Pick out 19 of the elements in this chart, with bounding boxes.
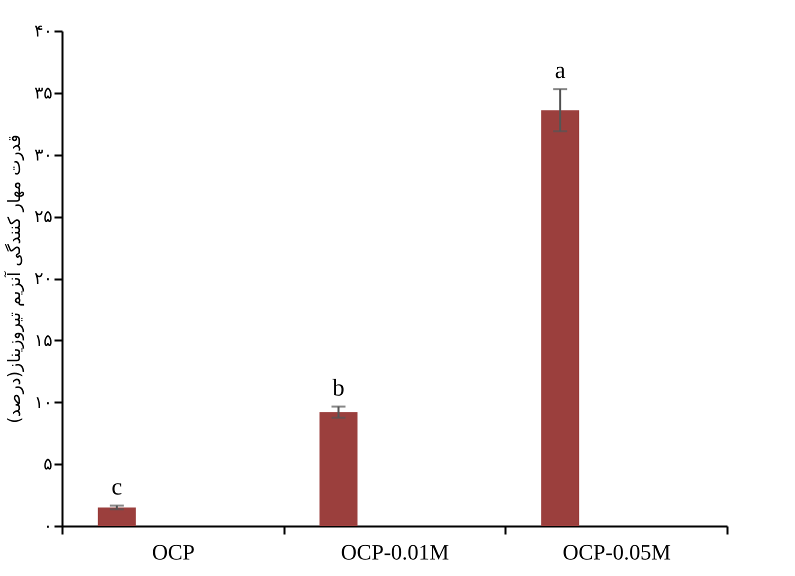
y-tick-label: ۱۵ — [34, 330, 52, 351]
y-tick-label: ۴۰ — [34, 22, 52, 42]
annotation: c — [112, 474, 122, 501]
y-tick-label: ۳۰ — [34, 145, 52, 166]
y-tick-label: ۲۰ — [34, 269, 52, 289]
x-tick-label: OCP — [152, 540, 195, 564]
x-tick-label: OCP-0.05M — [562, 540, 671, 564]
y-tick-label: ۲۵ — [34, 207, 52, 228]
annotation: a — [554, 58, 566, 84]
bar — [98, 507, 136, 526]
y-axis-title: قدرت مهار کنندگی آنزیم تیروزیناز(درصد) — [4, 134, 26, 424]
bar — [541, 110, 580, 526]
x-tick-label: OCP-0.01M — [340, 540, 450, 564]
y-tick-label: ۰ — [43, 516, 52, 536]
y-tick-label: ۳۵ — [34, 83, 52, 104]
y-tick-label: ۱۰ — [34, 392, 52, 413]
annotation: b — [332, 376, 344, 402]
bar — [320, 412, 358, 526]
y-tick-label: ۵ — [43, 454, 52, 475]
